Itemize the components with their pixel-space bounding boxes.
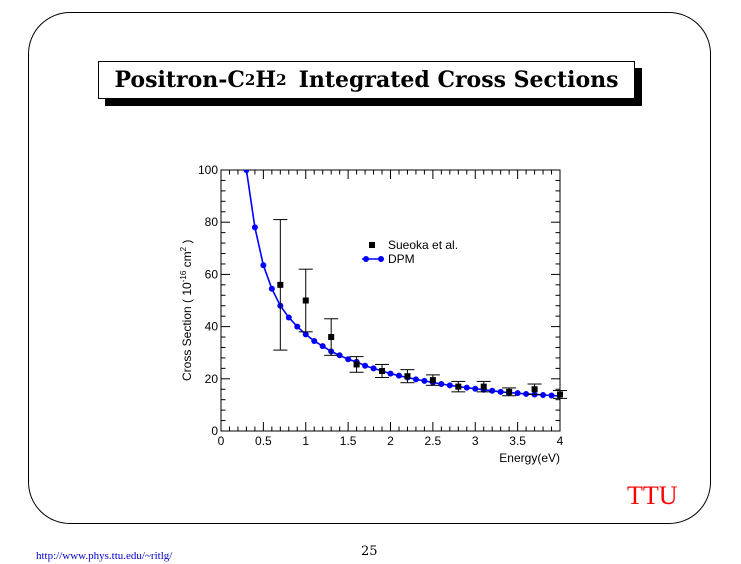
dpm-point — [345, 356, 352, 363]
dpm-point — [523, 390, 530, 397]
dpm-point — [540, 391, 547, 398]
dpm-point — [548, 392, 555, 399]
dpm-point — [370, 365, 377, 372]
y-tick-label: 60 — [205, 267, 219, 281]
x-tick-label: 3 — [472, 434, 479, 448]
dpm-point — [319, 343, 326, 350]
dpm-point — [243, 170, 250, 173]
dpm-point — [311, 337, 318, 344]
dpm-point — [438, 381, 445, 388]
dpm-point — [362, 362, 369, 369]
sueoka-point — [379, 367, 386, 374]
x-tick-label: 0.5 — [255, 434, 272, 448]
dpm-point — [294, 323, 301, 330]
y-tick-label: 100 — [198, 163, 218, 177]
y-tick-label: 20 — [205, 372, 219, 386]
sueoka-point — [531, 386, 538, 393]
dpm-series — [243, 170, 560, 400]
sueoka-point — [506, 388, 513, 395]
x-tick-label: 1.5 — [340, 434, 357, 448]
x-tick-label: 2.5 — [425, 434, 442, 448]
dpm-point — [497, 388, 504, 395]
dpm-point — [412, 376, 419, 383]
legend-dpm-label: DPM — [388, 252, 415, 266]
legend-sueoka-label: Sueoka et al. — [388, 238, 458, 252]
dpm-point — [302, 331, 309, 338]
x-tick-label: 4 — [557, 434, 564, 448]
y-tick-label: 40 — [205, 320, 219, 334]
dpm-point — [472, 385, 479, 392]
dpm-point — [514, 390, 521, 397]
title-rest: Integrated Cross Sections — [298, 67, 619, 93]
title-prefix: Positron-C — [114, 67, 245, 93]
dpm-point — [395, 372, 402, 379]
ttu-logo-text: TTU — [627, 481, 678, 510]
title-subscript-1: 2 — [244, 71, 256, 89]
legend-sueoka-marker — [369, 242, 375, 248]
dpm-point — [463, 384, 470, 391]
dpm-point — [336, 352, 343, 359]
sueoka-point — [277, 281, 284, 288]
sueoka-point — [429, 377, 436, 384]
sueoka-point — [302, 297, 309, 304]
title-mid: H — [255, 67, 277, 93]
x-tick-label: 3.5 — [509, 434, 526, 448]
x-tick-label: 2 — [387, 434, 394, 448]
dpm-point — [446, 382, 453, 389]
legend-dpm-marker — [378, 256, 384, 262]
dpm-point — [251, 224, 258, 231]
dpm-point — [387, 370, 394, 377]
y-axis-label: Cross Section ( 10-16 cm2 ) — [179, 240, 194, 381]
y-tick-label: 0 — [211, 424, 218, 438]
dpm-point — [268, 285, 275, 292]
page-number: 25 — [361, 544, 378, 559]
dpm-point — [260, 262, 267, 269]
sueoka-point — [353, 361, 360, 368]
sueoka-point — [404, 373, 411, 380]
x-tick-label: 0 — [218, 434, 225, 448]
legend-dpm-marker — [363, 256, 369, 262]
sueoka-point — [455, 383, 462, 390]
dpm-point — [285, 314, 292, 321]
footer-url-link[interactable]: http://www.phys.ttu.edu/~ritlg/ — [36, 550, 173, 562]
legend: Sueoka et al.DPM — [362, 238, 458, 266]
y-tick-label: 80 — [205, 215, 219, 229]
dpm-point — [489, 387, 496, 394]
x-axis-label: Energy(eV) — [499, 451, 560, 465]
sueoka-point — [557, 391, 563, 398]
sueoka-point — [480, 383, 487, 390]
slide-frame — [28, 12, 711, 524]
slide-title: Positron-C 2 H 2 Integrated Cross Sections — [98, 61, 635, 99]
sueoka-point — [328, 334, 335, 341]
x-tick-label: 1 — [302, 434, 309, 448]
title-subscript-2: 2 — [276, 71, 287, 89]
sueoka-series — [273, 219, 567, 399]
dpm-line — [245, 170, 560, 397]
dpm-point — [421, 377, 428, 384]
